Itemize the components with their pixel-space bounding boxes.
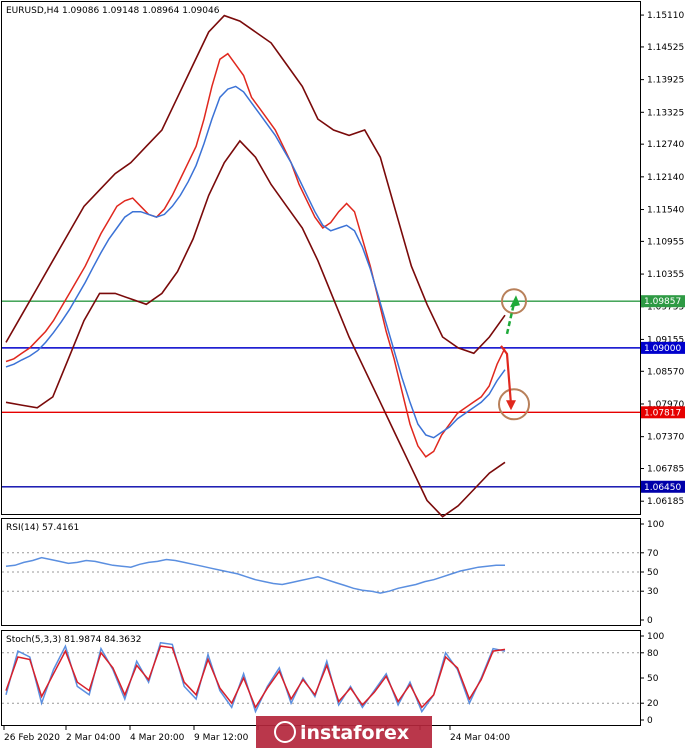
price-tick-label: 1.12140 xyxy=(647,173,684,183)
indicator-line-2 xyxy=(5,645,506,710)
target-down-circle xyxy=(498,388,530,421)
watermark-text: instaforex xyxy=(300,722,409,744)
indicator-tick-label: 50 xyxy=(647,674,659,684)
price-envelopes xyxy=(5,14,506,518)
price-level-tag xyxy=(641,406,685,419)
envelope-upper-line xyxy=(5,14,506,355)
price-axis: 1.15110 1.14525 1.13925 1.13325 1.12740 1.121… xyxy=(640,11,684,507)
rsi-lines xyxy=(5,556,505,594)
price-tick-label: 1.07970 xyxy=(647,400,684,410)
time-tick-label: 2 Mar 04:00 xyxy=(66,733,121,743)
price-level-tag xyxy=(641,295,685,308)
indicator-tick-label: 50 xyxy=(647,568,659,578)
ma-line-1 xyxy=(5,52,506,458)
envelope-lower-line xyxy=(5,139,506,518)
price-tick-label: 1.13325 xyxy=(647,108,684,118)
price-tick-label: 1.08570 xyxy=(647,367,684,377)
indicator-tick-label: 80 xyxy=(647,649,659,659)
price-tick-label: 1.13925 xyxy=(647,76,684,86)
price-level-label: 1.07817 xyxy=(644,408,681,418)
target-up-circle xyxy=(501,288,527,315)
stoch-title: Stoch(5,3,3) 81.9874 84.3632 xyxy=(6,635,141,645)
indicator-tick-label: 70 xyxy=(647,549,659,559)
stoch-levels xyxy=(2,652,640,704)
indicator-tick-label: 0 xyxy=(647,616,653,626)
time-tick-label: 24 Mar 04:00 xyxy=(450,733,510,743)
indicator-line-1 xyxy=(5,556,505,594)
bullish-arrow-line xyxy=(505,302,516,335)
price-tick-label: 1.06185 xyxy=(647,497,684,507)
price-tick-label: 1.09155 xyxy=(647,335,684,345)
stoch-lines xyxy=(5,641,506,714)
indicator-tick-label: 20 xyxy=(647,699,659,709)
price-level-label: 1.09857 xyxy=(644,297,681,307)
price-lines xyxy=(5,52,506,458)
watermark-logo-icon xyxy=(274,721,296,743)
price-annotations xyxy=(498,288,530,421)
price-level-tag xyxy=(641,341,685,354)
indicator-tick-label: 100 xyxy=(647,632,664,642)
price-tick-label: 1.07370 xyxy=(647,433,684,443)
rsi-title: RSI(14) 57.4161 xyxy=(6,523,79,533)
bearish-arrow-head-icon xyxy=(506,400,516,411)
price-levels xyxy=(2,300,640,488)
price-tick-label: 1.11540 xyxy=(647,206,684,216)
rsi-axis: 100 70 50 30 0 xyxy=(640,520,664,626)
price-level-labels: 1.09857 1.09000 1.07817 1.06450 xyxy=(641,295,685,493)
price-tick-label: 1.06785 xyxy=(647,465,684,475)
time-tick-label: 26 Feb 2020 xyxy=(4,733,60,743)
price-tick-label: 1.10955 xyxy=(647,237,684,247)
ma-line-2 xyxy=(5,85,506,439)
time-tick-label: 9 Mar 12:00 xyxy=(194,733,249,743)
main-chart-title: EURUSD,H4 1.09086 1.09148 1.08964 1.0904… xyxy=(6,6,220,16)
price-level-tag xyxy=(641,480,685,493)
indicator-tick-label: 0 xyxy=(647,716,653,726)
price-level-label: 1.09000 xyxy=(644,344,681,354)
price-tick-label: 1.14525 xyxy=(647,43,684,53)
time-tick-label: 4 Mar 20:00 xyxy=(130,733,185,743)
price-tick-label: 1.09755 xyxy=(647,303,684,313)
price-tick-label: 1.15110 xyxy=(647,11,684,21)
bearish-arrow-line xyxy=(500,345,513,405)
rsi-levels xyxy=(2,552,640,592)
indicator-line-1 xyxy=(5,641,506,714)
price-tick-label: 1.10355 xyxy=(647,270,684,280)
stoch-axis: 100 80 50 20 0 xyxy=(640,632,664,726)
price-tick-label: 1.12740 xyxy=(647,140,684,150)
price-level-label: 1.06450 xyxy=(644,483,681,493)
indicator-tick-label: 30 xyxy=(647,587,659,597)
indicator-tick-label: 100 xyxy=(647,520,664,530)
bullish-arrow-head-icon xyxy=(510,295,520,308)
